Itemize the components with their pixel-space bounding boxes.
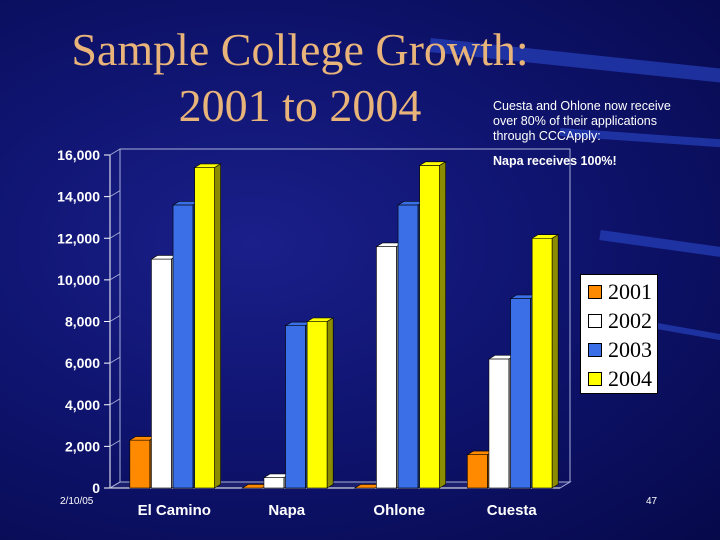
y-tick-label: 2,000 (65, 438, 100, 454)
bar-2002-cuesta (488, 358, 510, 489)
note-line-1: Cuesta and Ohlone now receive (493, 99, 671, 113)
slide-title: Sample College Growth: 2001 to 2004 (0, 22, 600, 134)
y-tick-depth (109, 398, 121, 406)
y-tick-depth (109, 356, 121, 364)
bar-2001-el-camino (129, 439, 151, 489)
y-tick-depth (109, 273, 121, 281)
legend-swatch (588, 343, 602, 357)
y-tick-depth (109, 315, 121, 322)
bar-2004-cuesta (531, 237, 553, 489)
bar-side-face (551, 234, 559, 489)
x-category-label: Ohlone (373, 502, 425, 519)
note-emphasis: Napa receives 100%! (493, 154, 617, 168)
legend-item-2003: 2003 (588, 336, 652, 364)
note-line-3: through CCCApply: (493, 129, 601, 143)
legend-label: 2004 (608, 366, 652, 391)
legend-item-2002: 2002 (588, 307, 652, 335)
y-tick-label: 4,000 (65, 397, 100, 413)
x-category-label: Cuesta (487, 502, 538, 519)
y-tick-label: 6,000 (65, 355, 100, 371)
bar-2003-ohlone (397, 204, 419, 489)
title-line-2: 2001 to 2004 (178, 80, 422, 131)
bar-side-face (214, 163, 221, 489)
y-tick-label: 10,000 (57, 272, 100, 288)
bar-2003-napa (285, 325, 306, 489)
y-tick-label: 12,000 (57, 230, 100, 246)
note-line-2: over 80% of their applications (493, 114, 657, 128)
bar-2002-napa (263, 477, 285, 489)
y-tick-depth (109, 481, 121, 489)
title-line-1: Sample College Growth: (71, 24, 529, 75)
bar-2002-el-camino (151, 258, 172, 489)
bar-2002-ohlone (376, 246, 397, 489)
y-tick-depth (109, 440, 121, 447)
y-tick-label: 0 (92, 480, 100, 496)
y-tick-depth (109, 190, 121, 197)
bar-2003-cuesta (510, 298, 531, 489)
y-tick-depth (109, 231, 121, 239)
bar-2004-napa (306, 321, 328, 489)
legend-label: 2002 (608, 308, 652, 333)
legend-swatch (588, 285, 602, 299)
bar-side-face (439, 161, 446, 489)
page-number: 47 (646, 496, 658, 507)
annotation-box: Cuesta and Ohlone now receive over 80% o… (493, 99, 708, 168)
legend-label: 2003 (608, 337, 652, 362)
bar-2003-el-camino (172, 204, 194, 489)
legend-swatch (588, 372, 602, 386)
legend-label: 2001 (608, 279, 652, 304)
legend-item-2001: 2001 (588, 278, 652, 306)
bar-2004-ohlone (419, 165, 440, 489)
bar-2004-el-camino (194, 167, 215, 489)
y-tick-label: 8,000 (65, 314, 100, 330)
y-tick-label: 14,000 (57, 189, 100, 205)
slide-date: 2/10/05 (60, 496, 94, 507)
legend-item-2004: 2004 (588, 365, 652, 393)
x-category-label: El Camino (138, 502, 211, 519)
y-tick-depth (109, 148, 121, 156)
bar-2001-cuesta (467, 454, 488, 489)
bar-side-face (326, 317, 334, 489)
x-category-label: Napa (268, 502, 305, 519)
legend-swatch (588, 314, 602, 328)
chart-legend: 2001 2002 2003 2004 (580, 274, 658, 394)
y-tick-label: 16,000 (57, 147, 100, 163)
